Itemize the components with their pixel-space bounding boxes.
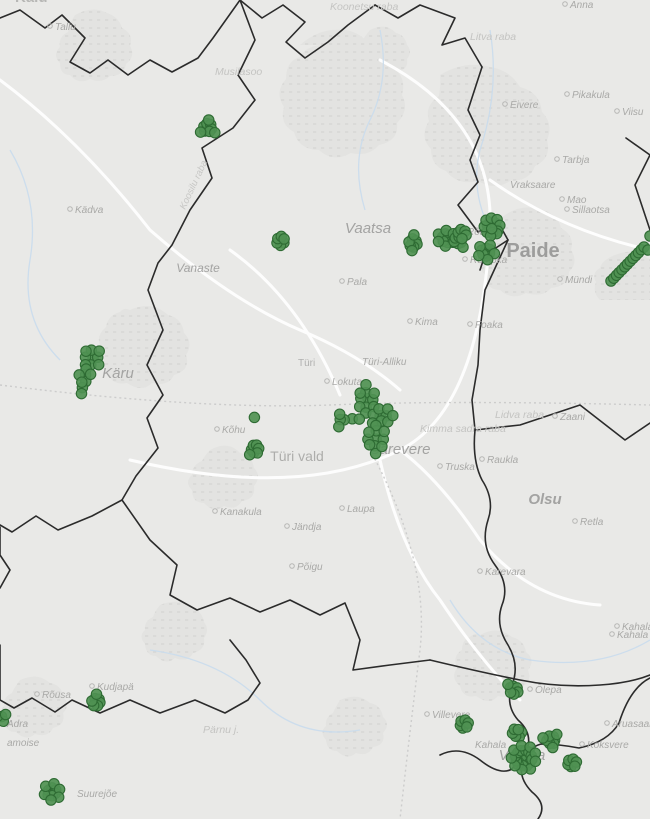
- svg-text:Raukla: Raukla: [487, 455, 519, 466]
- svg-text:Kahala: Kahala: [475, 740, 507, 751]
- svg-text:Suurejõe: Suurejõe: [77, 789, 117, 800]
- svg-text:Koksvere: Koksvere: [587, 740, 629, 751]
- svg-text:Vanaste: Vanaste: [176, 261, 220, 275]
- svg-text:Õlepa: Õlepa: [535, 683, 562, 696]
- svg-text:Mündi: Mündi: [565, 275, 593, 286]
- svg-text:Vraksaare: Vraksaare: [510, 180, 556, 191]
- svg-text:Kudjapä: Kudjapä: [97, 682, 134, 693]
- svg-text:Pärnu j.: Pärnu j.: [203, 724, 239, 736]
- svg-text:Eivere: Eivere: [510, 100, 539, 111]
- svg-text:Käru: Käru: [102, 365, 134, 382]
- svg-text:Viisu: Viisu: [622, 107, 644, 118]
- svg-text:Lidva raba: Lidva raba: [495, 409, 544, 421]
- svg-text:Retla: Retla: [580, 517, 604, 528]
- svg-text:Rõusa: Rõusa: [42, 690, 71, 701]
- svg-text:Türi-Alliku: Türi-Alliku: [362, 357, 407, 368]
- svg-text:Karevara: Karevara: [485, 567, 526, 578]
- svg-text:Tarbja: Tarbja: [562, 155, 590, 166]
- svg-text:Zaani: Zaani: [559, 412, 586, 423]
- svg-text:Kahala: Kahala: [617, 630, 649, 641]
- svg-text:Türi: Türi: [298, 358, 315, 369]
- svg-text:Paide: Paide: [506, 240, 559, 262]
- svg-text:Litva raba: Litva raba: [470, 31, 516, 43]
- svg-text:Musilasoo: Musilasoo: [215, 66, 262, 78]
- svg-text:Põigu: Põigu: [297, 562, 323, 573]
- svg-text:Kimma sadra raba: Kimma sadra raba: [420, 423, 506, 435]
- svg-text:Foaka: Foaka: [475, 320, 503, 331]
- svg-text:Kädva: Kädva: [75, 205, 104, 216]
- svg-text:Anna: Anna: [569, 0, 594, 11]
- svg-text:Kõhu: Kõhu: [222, 425, 246, 436]
- svg-text:Sillaotsa: Sillaotsa: [572, 205, 610, 216]
- svg-text:Kima: Kima: [415, 317, 438, 328]
- svg-text:Adra: Adra: [6, 719, 29, 730]
- svg-text:Lokuta: Lokuta: [332, 377, 362, 388]
- svg-text:Aruasaare: Aruasaare: [611, 719, 650, 730]
- svg-text:Truska: Truska: [445, 462, 475, 473]
- svg-text:Tallu: Tallu: [55, 22, 76, 33]
- svg-text:Kanakula: Kanakula: [220, 507, 262, 518]
- svg-text:Jändja: Jändja: [291, 522, 322, 533]
- svg-text:Koonetsu raba: Koonetsu raba: [330, 1, 398, 13]
- svg-text:Olsu: Olsu: [528, 491, 561, 508]
- svg-text:Vaatsa: Vaatsa: [345, 220, 391, 237]
- svg-text:Laupa: Laupa: [347, 504, 375, 515]
- svg-text:Türi vald: Türi vald: [270, 448, 324, 464]
- svg-text:amoise: amoise: [7, 738, 40, 749]
- svg-text:Kaiu: Kaiu: [15, 0, 48, 6]
- svg-text:Pikakula: Pikakula: [572, 90, 610, 101]
- svg-text:Pala: Pala: [347, 277, 367, 288]
